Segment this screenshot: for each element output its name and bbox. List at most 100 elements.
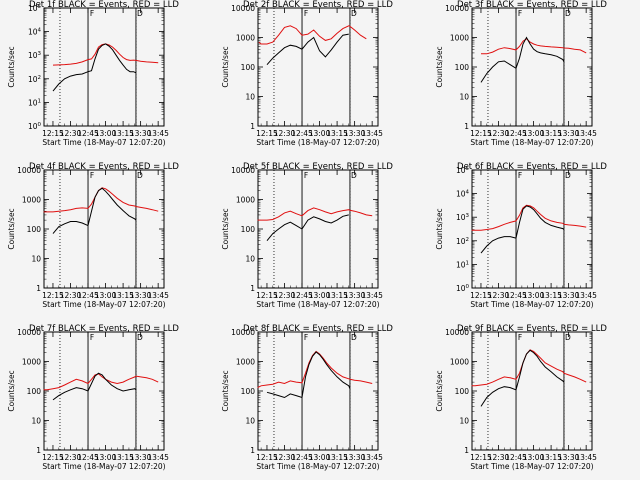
events-series-line	[480, 349, 565, 407]
x-tick-label: 13:30	[344, 129, 366, 138]
events-series-line	[52, 43, 137, 92]
x-tick-label: 13:15	[326, 129, 348, 138]
y-tick-label: 102	[28, 75, 41, 84]
x-tick-label: 12:30	[274, 129, 296, 138]
x-tick-label: 13:30	[558, 129, 580, 138]
time-marker-letter: D	[137, 171, 143, 180]
y-tick-label: 1	[250, 284, 255, 293]
y-tick-label: 1	[250, 122, 255, 131]
y-tick-label: 10000	[17, 166, 41, 175]
x-tick-label: 12:15	[42, 291, 64, 300]
x-tick-label: 13:45	[575, 291, 597, 300]
panel-title: Det 8f BLACK = Events, RED = LLD	[243, 324, 393, 334]
y-tick-label: 100	[455, 387, 470, 396]
lld-series-line	[257, 207, 373, 221]
events-series-line	[266, 214, 349, 242]
events-series-line	[480, 205, 565, 254]
x-tick-label: 12:45	[77, 453, 99, 462]
plot-frame	[257, 169, 379, 289]
x-axis-label: Start Time (18-May-07 12:07:20)	[42, 462, 165, 471]
panel-title: Det 6f BLACK = Events, RED = LLD	[457, 162, 607, 172]
x-axis-label: Start Time (18-May-07 12:07:20)	[256, 300, 379, 309]
x-tick-label: 13:30	[344, 453, 366, 462]
y-tick-label: 103	[456, 213, 470, 222]
y-axis-label: Counts/sec	[435, 370, 444, 411]
x-tick-label: 12:15	[470, 129, 492, 138]
time-marker-letter: F	[90, 171, 94, 180]
x-tick-label: 13:15	[112, 453, 134, 462]
plot-frame	[471, 169, 593, 289]
y-tick-label: 10000	[231, 328, 255, 337]
y-tick-label: 10	[245, 255, 255, 264]
y-tick-label: 100	[241, 225, 256, 234]
x-tick-label: 13:45	[147, 291, 169, 300]
y-axis-label: Counts/sec	[7, 46, 16, 87]
time-marker-letter: F	[304, 333, 308, 342]
x-tick-label: 13:15	[112, 291, 134, 300]
detector-panel-7: Det 7f BLACK = Events, RED = LLD 1 10 100 10…	[7, 324, 179, 471]
time-marker-letter: F	[304, 171, 308, 180]
events-series-line	[266, 33, 349, 66]
x-tick-label: 13:30	[558, 453, 580, 462]
y-tick-label: 10	[459, 93, 469, 102]
x-tick-label: 13:30	[130, 129, 152, 138]
x-tick-label: 12:30	[274, 453, 296, 462]
x-tick-label: 13:00	[523, 453, 545, 462]
x-tick-label: 12:30	[274, 291, 296, 300]
y-tick-label: 1000	[22, 196, 41, 205]
x-tick-label: 12:15	[42, 129, 64, 138]
x-tick-label: 13:15	[326, 291, 348, 300]
time-marker-letter: D	[565, 171, 571, 180]
detector-panel-9: Det 9f BLACK = Events, RED = LLD 1 10 100 10…	[435, 324, 607, 471]
panel-title: Det 2f BLACK = Events, RED = LLD	[243, 0, 393, 10]
x-tick-label: 12:15	[256, 291, 278, 300]
y-tick-label: 101	[456, 260, 469, 269]
y-tick-label: 10000	[17, 328, 41, 337]
events-series-line	[52, 187, 137, 234]
y-tick-label: 1000	[450, 358, 469, 367]
x-tick-label: 12:45	[505, 291, 527, 300]
x-tick-label: 12:45	[291, 453, 313, 462]
y-tick-label: 100	[241, 63, 256, 72]
y-tick-label: 10000	[445, 328, 469, 337]
time-marker-letter: F	[518, 171, 522, 180]
x-axis-label: Start Time (18-May-07 12:07:20)	[470, 138, 593, 147]
x-tick-label: 13:15	[112, 129, 134, 138]
time-marker-letter: F	[304, 9, 308, 18]
lld-series-line	[471, 349, 587, 387]
time-marker-letter: D	[565, 9, 571, 18]
y-tick-label: 1000	[236, 34, 255, 43]
y-tick-label: 10	[31, 255, 41, 264]
y-tick-label: 100	[28, 122, 42, 131]
x-tick-label: 12:15	[42, 453, 64, 462]
x-tick-label: 13:00	[309, 291, 331, 300]
panel-title: Det 1f BLACK = Events, RED = LLD	[29, 0, 179, 10]
lld-series-line	[43, 373, 159, 391]
y-axis-label: Counts/sec	[7, 208, 16, 249]
time-marker-letter: D	[565, 333, 571, 342]
x-tick-label: 13:00	[95, 129, 117, 138]
y-tick-label: 1	[250, 446, 255, 455]
panel-title: Det 9f BLACK = Events, RED = LLD	[457, 324, 607, 334]
y-tick-label: 1000	[22, 358, 41, 367]
y-tick-label: 1	[464, 446, 469, 455]
x-tick-label: 13:45	[361, 453, 383, 462]
x-tick-label: 13:30	[344, 291, 366, 300]
x-tick-label: 13:00	[95, 453, 117, 462]
time-marker-letter: F	[90, 333, 94, 342]
x-tick-label: 12:45	[291, 291, 313, 300]
x-tick-label: 13:45	[361, 129, 383, 138]
x-tick-label: 12:30	[488, 453, 510, 462]
time-marker-letter: F	[90, 9, 94, 18]
plot-frame	[257, 7, 379, 127]
y-tick-label: 1	[464, 122, 469, 131]
y-tick-label: 10000	[231, 4, 255, 13]
time-marker-letter: D	[351, 171, 357, 180]
x-tick-label: 13:45	[361, 291, 383, 300]
y-tick-label: 102	[456, 237, 469, 246]
y-tick-label: 100	[456, 284, 470, 293]
y-tick-label: 10	[31, 417, 41, 426]
x-tick-label: 13:45	[147, 453, 169, 462]
x-tick-label: 12:15	[256, 453, 278, 462]
